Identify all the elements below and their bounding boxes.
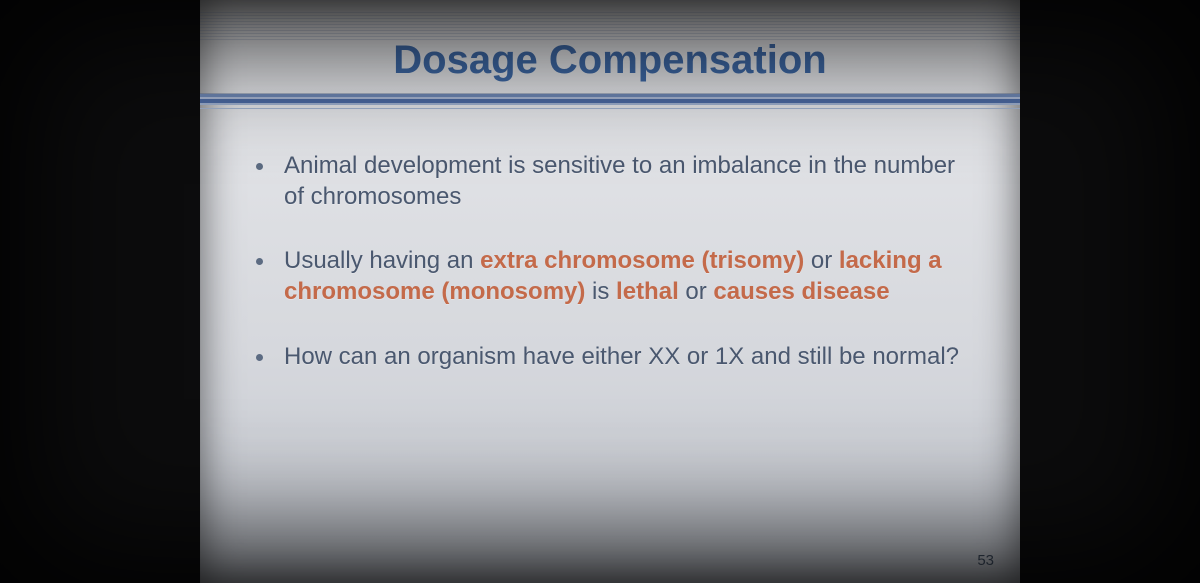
- highlight-text: lethal: [616, 278, 679, 305]
- bullet-text: or: [679, 278, 714, 305]
- right-margin: [1020, 0, 1200, 583]
- left-margin: [0, 0, 200, 583]
- slide-title: Dosage Compensation: [393, 38, 826, 83]
- page-number: 53: [977, 552, 994, 569]
- bullet-item: Usually having an extra chromosome (tris…: [248, 246, 960, 307]
- photo-frame: Dosage Compensation Animal development i…: [0, 0, 1200, 583]
- bullet-list: Animal development is sensitive to an im…: [248, 151, 960, 373]
- bullet-text: is: [585, 278, 616, 305]
- bullet-text: or: [804, 247, 839, 274]
- bullet-text: Usually having an: [284, 247, 480, 274]
- bullet-item: Animal development is sensitive to an im…: [248, 151, 960, 212]
- title-divider: [200, 93, 1020, 109]
- slide-body: Animal development is sensitive to an im…: [200, 129, 1020, 417]
- bullet-text: How can an organism have either XX or 1X…: [284, 343, 959, 370]
- slide: Dosage Compensation Animal development i…: [200, 0, 1020, 583]
- highlight-text: extra chromosome (trisomy): [480, 247, 804, 274]
- bullet-item: How can an organism have either XX or 1X…: [248, 342, 960, 373]
- title-stripes: [200, 12, 1020, 42]
- title-band: Dosage Compensation: [200, 0, 1020, 129]
- highlight-text: causes disease: [713, 278, 889, 305]
- bullet-text: Animal development is sensitive to an im…: [284, 152, 955, 210]
